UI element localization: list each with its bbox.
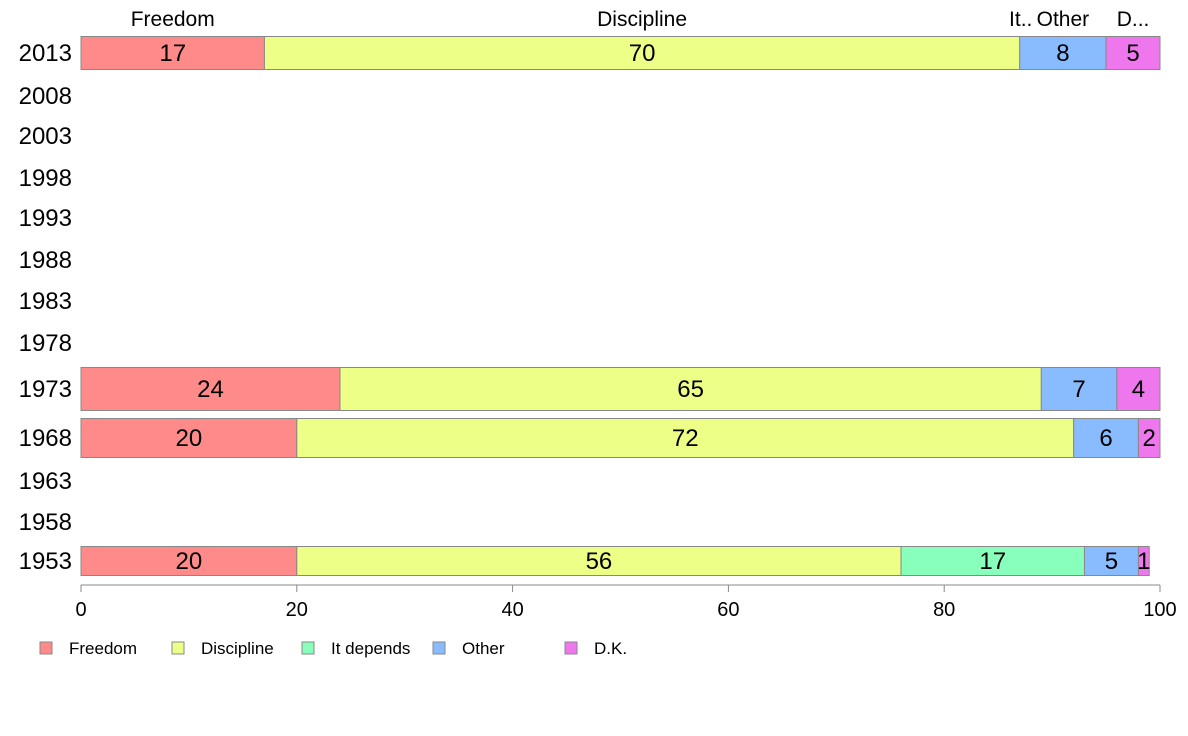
legend-swatch-it-depends: [301, 641, 315, 655]
year-label-2008: 2008: [19, 83, 72, 110]
legend-swatch-discipline: [171, 641, 185, 655]
x-axis: 0 20 40 60 80 100: [75, 584, 1177, 621]
top-label-d: D...: [1117, 8, 1150, 31]
bar-label-1973-discipline: 65: [677, 376, 704, 403]
bar-1953-discipline: [296, 546, 902, 576]
year-axis-labels: 2013 2008 2003 1998 1993 1988 1983 1978 1973 1968…: [19, 40, 72, 575]
bar-label-1973-freedom: 24: [197, 376, 224, 403]
year-label-1953: 1953: [19, 548, 72, 575]
bar-label-2013-d-k: 5: [1126, 40, 1139, 67]
year-label-1963: 1963: [19, 468, 72, 495]
bar-label-1973-other: 7: [1072, 376, 1085, 403]
top-label-freedom: Freedom: [131, 8, 215, 31]
bars: 17 70 8 524 65 7 420 72 6 220 56 17 5 1: [80, 36, 1161, 576]
bar-2013-d-k: [1105, 36, 1161, 70]
year-label-1988: 1988: [19, 247, 72, 274]
bar-1968-freedom: [80, 418, 298, 458]
year-label-1983: 1983: [19, 288, 72, 315]
x-tick-label-0: 0: [75, 599, 86, 621]
year-label-1968: 1968: [19, 425, 72, 452]
bar-label-1953-it-depends: 17: [979, 548, 1006, 575]
bar-label-1973-d-k: 4: [1132, 376, 1145, 403]
x-tick-label-40: 40: [501, 599, 523, 621]
bar-2013-other: [1019, 36, 1107, 70]
bar-1973-freedom: [80, 367, 341, 411]
legend-swatch-d-k: [564, 641, 578, 655]
bar-label-1968-other: 6: [1099, 425, 1112, 452]
x-tick-label-60: 60: [717, 599, 739, 621]
legend-label-discipline: Discipline: [201, 639, 274, 658]
bar-1953-other: [1083, 546, 1139, 576]
bar-1973-d-k: [1116, 367, 1161, 411]
legend-label-freedom: Freedom: [69, 639, 137, 658]
bar-1953-it-depends: [900, 546, 1085, 576]
bar-label-1968-freedom: 20: [176, 425, 203, 452]
year-label-1973: 1973: [19, 376, 72, 403]
bar-label-2013-freedom: 17: [159, 40, 186, 67]
legend: Freedom Discipline It depends Other D.K.: [39, 639, 627, 658]
bar-1953-freedom: [80, 546, 298, 576]
legend-label-d-k: D.K.: [594, 639, 627, 658]
bar-label-1953-other: 5: [1105, 548, 1118, 575]
bar-label-1968-d-k: 2: [1143, 425, 1156, 452]
bar-1968-d-k: [1137, 418, 1161, 458]
top-label-it: It..: [1009, 8, 1032, 31]
year-label-2003: 2003: [19, 123, 72, 150]
bar-2013-discipline: [263, 36, 1021, 70]
legend-swatch-other: [432, 641, 446, 655]
bar-1973-discipline: [339, 367, 1042, 411]
bar-label-1968-discipline: 72: [672, 425, 699, 452]
legend-swatch-freedom: [39, 641, 53, 655]
top-category-labels: Freedom Discipline Other D... It..: [131, 8, 1150, 31]
legend-label-other: Other: [462, 639, 505, 658]
year-label-1993: 1993: [19, 205, 72, 232]
bar-1968-discipline: [296, 418, 1075, 458]
year-label-1978: 1978: [19, 330, 72, 357]
bar-label-1953-freedom: 20: [176, 548, 203, 575]
bar-1973-other: [1040, 367, 1118, 411]
x-tick-label-100: 100: [1143, 599, 1176, 621]
x-tick-label-80: 80: [933, 599, 955, 621]
year-label-2013: 2013: [19, 40, 72, 67]
top-label-other: Other: [1037, 8, 1090, 31]
x-tick-label-20: 20: [286, 599, 308, 621]
year-label-1998: 1998: [19, 165, 72, 192]
bar-label-1953-discipline: 56: [586, 548, 613, 575]
year-label-1958: 1958: [19, 509, 72, 536]
legend-label-it-depends: It depends: [331, 639, 410, 658]
bar-label-2013-discipline: 70: [629, 40, 656, 67]
bar-1953-d-k: [1137, 546, 1150, 576]
bar-2013-freedom: [80, 36, 265, 70]
bar-label-1953-d-k: 1: [1137, 548, 1150, 575]
bar-label-2013-other: 8: [1056, 40, 1069, 67]
top-label-discipline: Discipline: [597, 8, 687, 31]
